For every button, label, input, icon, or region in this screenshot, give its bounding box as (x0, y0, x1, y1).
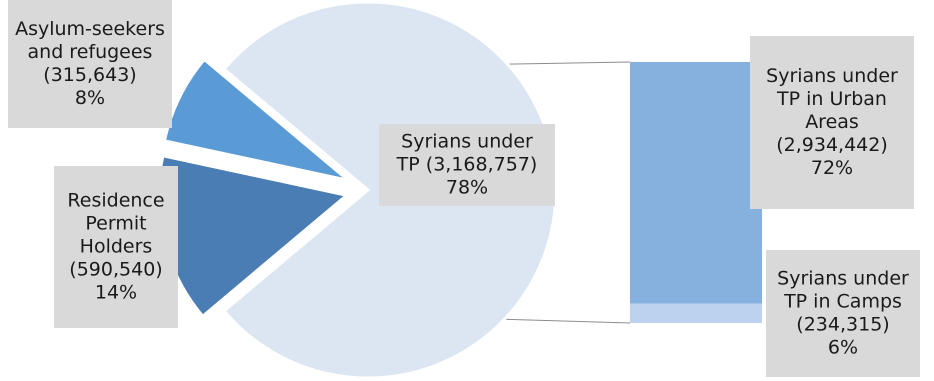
data-label-syrians-under-tp-in-urban-areas-line: Areas (805, 111, 859, 133)
data-label-residence-permit-holders-line: Permit (85, 213, 146, 235)
data-label-asylum-seekers-and-refugees-line: and refugees (28, 41, 153, 63)
data-label-residence-permit-holders-box (54, 166, 178, 328)
data-label-syrians-under-tp-line: TP (3,168,757) (396, 154, 538, 176)
data-label-residence-permit-holders-line: (590,540) (69, 259, 162, 281)
data-label-syrians-under-tp-line: Syrians under (401, 131, 533, 153)
data-label-syrians-under-tp-in-camps-line: Syrians under (777, 268, 909, 290)
data-label-syrians-under-tp-in-urban-areas-line: (2,934,442) (776, 134, 888, 156)
data-label-syrians-under-tp-in-urban-areas-line: Syrians under (766, 65, 898, 87)
data-label-syrians-under-tp-box (379, 124, 555, 206)
data-label-asylum-seekers-and-refugees-line: Asylum-seekers (15, 18, 165, 40)
data-label-residence-permit-holders-line: Holders (80, 236, 153, 258)
data-label-syrians-under-tp-in-camps-box (766, 250, 920, 377)
data-label-syrians-under-tp-in-camps-line: TP in Camps (783, 291, 902, 313)
data-label-residence-permit-holders-line: 14% (95, 282, 137, 304)
data-label-syrians-under-tp-in-urban-areas-line: TP in Urban (776, 88, 887, 110)
bar-segment-syrians-under-tp-in-camps (630, 303, 762, 323)
data-label-asylum-seekers-and-refugees-line: 8% (75, 87, 105, 109)
data-label-asylum-seekers-and-refugees-line: (315,643) (43, 64, 136, 86)
data-label-syrians-under-tp-in-urban-areas-line: 72% (811, 157, 853, 179)
data-label-syrians-under-tp-in-camps-line: 6% (828, 337, 858, 359)
pie-slice-asylum-seekers-and-refugees (162, 57, 350, 182)
data-label-asylum-seekers-and-refugees-box (8, 0, 172, 128)
data-label-residence-permit-holders-line: Residence (67, 190, 164, 212)
data-label-syrians-under-tp-in-camps-line: (234,315) (796, 314, 889, 336)
data-label-syrians-under-tp-line: 78% (446, 177, 488, 199)
bar-segment-syrians-under-tp-in-urban-areas (630, 62, 762, 304)
data-label-syrians-under-tp-in-urban-areas-box (750, 36, 914, 209)
